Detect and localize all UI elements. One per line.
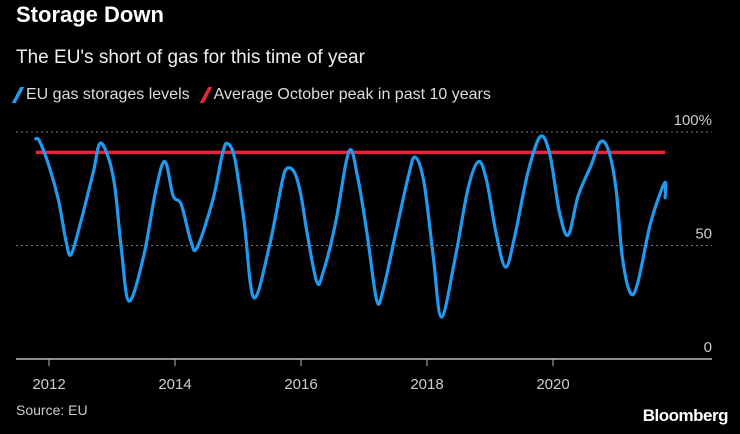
legend-label-average: Average October peak in past 10 years [213, 86, 491, 103]
x-tick-label: 2020 [536, 376, 569, 393]
legend-item-storage: EU gas storages levels [11, 86, 190, 104]
bloomberg-logo: Bloomberg [642, 406, 729, 425]
x-tick-label: 2014 [158, 376, 191, 393]
series-eu-gas-storage [34, 134, 668, 319]
legend-item-average: Average October peak in past 10 years [199, 86, 491, 104]
chart-title: Storage Down [16, 2, 164, 27]
chart-subtitle: The EU's short of gas for this time of y… [16, 47, 365, 68]
x-tick-label: 2012 [32, 376, 65, 393]
y-tick-label: 0 [704, 339, 712, 356]
y-tick-label: 50 [695, 226, 712, 243]
y-tick-label: 100% [674, 112, 712, 129]
source-note: Source: EU [16, 402, 88, 418]
legend: EU gas storages levels Average October p… [11, 86, 491, 104]
x-tick-label: 2018 [410, 376, 443, 393]
x-tick-label: 2016 [284, 376, 317, 393]
legend-label-storage: EU gas storages levels [26, 86, 190, 103]
